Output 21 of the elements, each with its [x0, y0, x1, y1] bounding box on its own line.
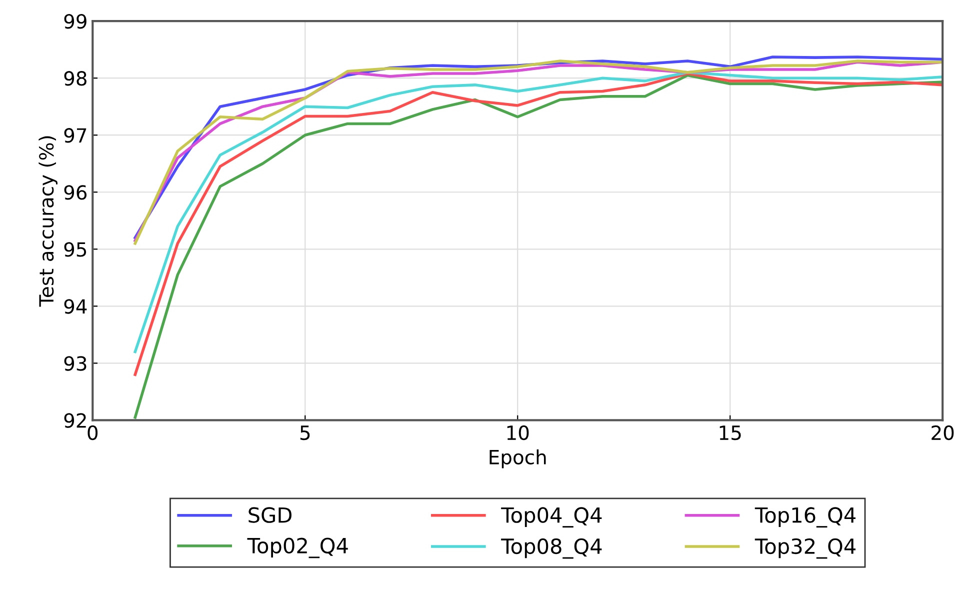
y-axis-title: Test accuracy (%) [38, 136, 58, 307]
legend-label: Top02_Q4 [247, 538, 348, 558]
y-tick-label: 96 [64, 185, 87, 200]
x-tick-label: 10 [507, 425, 529, 440]
x-tick-label: 15 [720, 426, 741, 440]
y-tick-label: 94 [64, 299, 87, 314]
legend-label: Top16_Q4 [754, 507, 856, 528]
legend-label: Top32_Q4 [754, 538, 856, 559]
x-tick-label: 0 [88, 425, 98, 440]
legend-label: Top08_Q4 [501, 538, 602, 559]
x-axis-title: Epoch [490, 449, 546, 468]
y-tick-label: 97 [64, 128, 86, 143]
y-tick-label: 93 [64, 356, 86, 371]
x-tick-label: 20 [932, 425, 954, 440]
y-tick-label: 92 [64, 413, 86, 428]
y-tick-label: 99 [64, 14, 86, 29]
y-tick-label: 95 [64, 242, 86, 257]
legend-label: Top04_Q4 [501, 507, 602, 528]
x-tick-label: 5 [300, 426, 310, 440]
legend-label: SGD [248, 507, 292, 523]
y-tick-label: 98 [64, 71, 86, 86]
